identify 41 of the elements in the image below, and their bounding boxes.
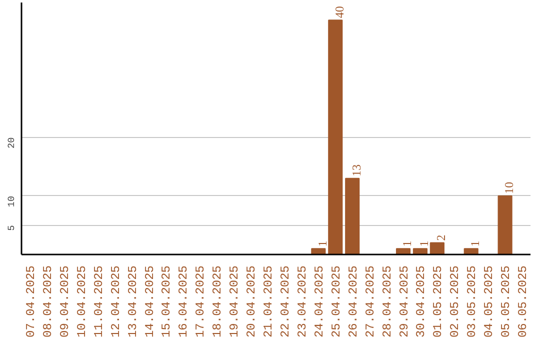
x-tick-label: 24.04.2025 — [312, 265, 326, 338]
x-tick-label: 06.05.2025 — [516, 265, 530, 338]
x-tick-label: 23.04.2025 — [295, 265, 310, 338]
x-tick-label: 11.04.2025 — [92, 265, 106, 338]
x-tick-label: 19.04.2025 — [228, 265, 242, 338]
x-tick-label: 15.04.2025 — [160, 265, 174, 338]
y-tick-label: 20 — [6, 136, 17, 148]
data-label: 1 — [400, 240, 414, 247]
data-label: 1 — [468, 240, 482, 247]
x-tick-label: 02.05.2025 — [448, 265, 462, 338]
x-tick-label: 13.04.2025 — [126, 265, 140, 338]
x-tick-label: 26.04.2025 — [346, 265, 360, 338]
x-tick-label: 04.05.2025 — [482, 265, 496, 338]
y-tick-label: 10 — [6, 195, 17, 208]
x-tick-label: 30.04.2025 — [414, 265, 428, 338]
x-tick-label: 18.04.2025 — [210, 265, 225, 338]
data-label: 40 — [332, 6, 346, 18]
x-tick-label: 07.04.2025 — [24, 265, 38, 338]
data-label: 1 — [315, 240, 330, 247]
x-tick-label: 22.04.2025 — [278, 265, 292, 338]
x-tick-label: 27.04.2025 — [363, 265, 378, 338]
x-tick-label: 05.05.2025 — [499, 265, 514, 338]
x-tick-label: 21.04.2025 — [262, 265, 276, 338]
data-label: 10 — [502, 182, 516, 194]
x-tick-label: 20.04.2025 — [244, 265, 259, 338]
x-tick-label: 08.04.2025 — [40, 265, 55, 338]
x-tick-label: 16.04.2025 — [176, 265, 191, 338]
x-tick-label: 01.05.2025 — [431, 265, 446, 338]
x-tick-label: 25.04.2025 — [329, 265, 344, 338]
data-label: 2 — [434, 234, 448, 241]
x-tick-label: 14.04.2025 — [142, 265, 157, 338]
x-tick-label: 29.04.2025 — [397, 265, 412, 338]
x-tick-label: 17.04.2025 — [194, 265, 208, 338]
x-tick-label: 03.05.2025 — [465, 265, 480, 338]
x-tick-label: 28.04.2025 — [380, 265, 394, 338]
x-tick-label: 12.04.2025 — [108, 265, 123, 338]
x-tick-label: 09.04.2025 — [58, 265, 72, 338]
x-tick-label: 10.04.2025 — [74, 265, 89, 338]
y-tick-label: 5 — [6, 225, 17, 231]
data-label: 1 — [417, 240, 432, 247]
data-label: 13 — [349, 164, 364, 176]
